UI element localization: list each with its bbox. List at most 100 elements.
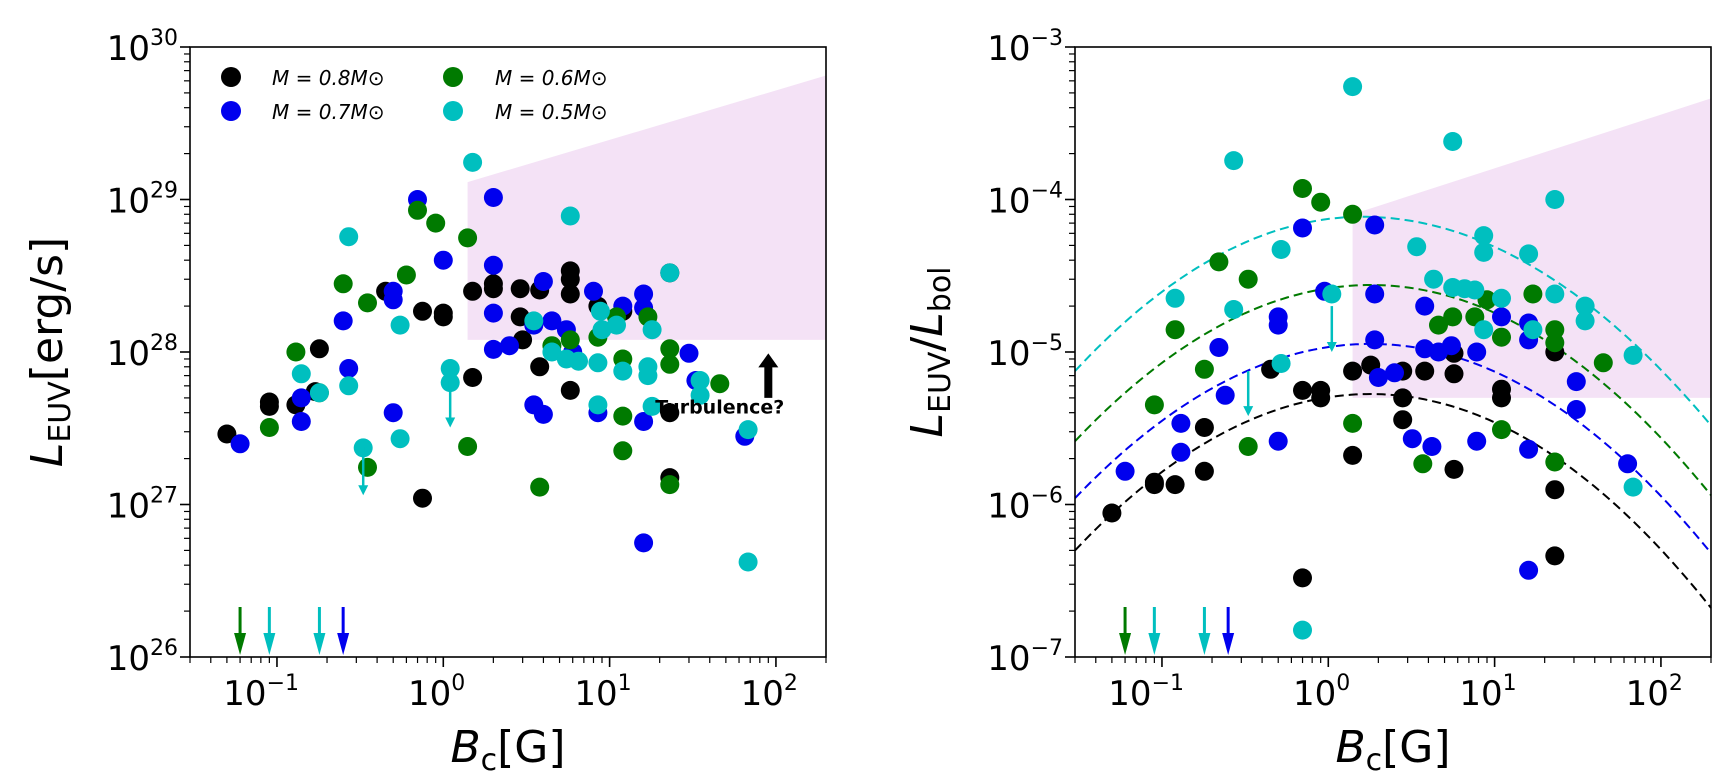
annotation-text: Turbulence? [655,396,784,418]
marker-m05 [1224,300,1244,319]
marker-m07 [634,284,654,304]
marker-m05 [339,376,359,396]
marker-m07 [1171,413,1191,433]
x-tick-label: 100 [408,671,465,714]
x-tick-label: 10−1 [1108,671,1184,714]
marker-m08 [1444,364,1464,384]
upper-limit-head [358,485,369,496]
marker-m07 [1293,218,1312,238]
y-tick-label: 10−4 [987,179,1063,222]
marker-m05 [588,353,608,373]
marker-m07 [1365,330,1385,350]
marker-m07 [339,359,359,378]
marker-m05 [440,359,460,378]
marker-m06 [408,200,427,220]
marker-m07 [1467,431,1487,451]
marker-m07 [1519,439,1539,459]
y-tick-label: 1029 [107,179,178,222]
marker-m07 [533,272,553,291]
marker-m05 [1623,477,1643,497]
marker-m05 [291,364,311,384]
marker-m05 [613,361,633,381]
legend-label: M = 0.6M⊙ [495,66,608,90]
marker-m08 [1393,388,1413,408]
marker-m06 [1492,420,1511,440]
x-tick-labels: 10−1 100 101 102 [223,671,798,714]
marker-m05 [1545,190,1565,209]
marker-m07 [679,343,699,363]
y-tick-label: 10−6 [987,484,1063,527]
marker-m06 [1593,353,1613,373]
y-tick-label: 10−7 [987,636,1063,679]
x-tick-label: 102 [741,671,798,714]
marker-m07 [1209,338,1229,357]
bottom-arrow-head [1198,633,1211,655]
marker-m07 [333,311,353,331]
marker-m06 [358,293,377,313]
marker-m08 [413,488,432,508]
axis-ticks [1065,46,1712,667]
legend: M = 0.8M⊙ M = 0.6M⊙ M = 0.7M⊙ M = 0.5M⊙ [221,66,608,124]
bottom-arrow-head [337,633,350,655]
marker-m05 [588,395,608,415]
marker-m08 [560,380,580,400]
x-tick-label: 10−1 [223,671,299,714]
marker-m06 [1194,359,1214,379]
marker-m05 [390,429,410,449]
marker-m07 [542,311,562,331]
marker-m08 [1415,361,1435,381]
marker-m08 [463,281,483,301]
marker-m06 [396,265,416,285]
marker-m05 [738,420,758,440]
x-axis-label: Bc[G] [450,722,565,774]
marker-m07 [483,303,503,323]
upper-limit-head [1326,342,1337,352]
marker-m06 [1238,269,1258,289]
data-markers [1102,77,1643,640]
marker-m07 [1385,363,1404,383]
marker-m07 [1215,385,1235,405]
marker-m07 [383,290,403,310]
upper-limit-head [445,417,456,428]
marker-m05 [1271,240,1291,259]
marker-m06 [1293,179,1312,198]
marker-m05 [1465,280,1485,300]
marker-m07 [483,255,503,275]
marker-m08 [259,392,279,412]
marker-m08 [1194,418,1214,437]
y-tick-label: 1030 [107,26,178,69]
marker-m06 [710,374,730,394]
bottom-arrow-head [1119,633,1132,655]
marker-m08 [1165,475,1185,495]
legend-marker [221,67,241,87]
bottom-arrow-head [263,633,276,655]
marker-m05 [1575,296,1595,316]
marker-m08 [1293,380,1312,400]
marker-m05 [463,152,483,172]
marker-m08 [217,424,237,444]
marker-m07 [383,403,403,423]
marker-m08 [510,279,530,299]
marker-m05 [339,227,359,247]
marker-m07 [1618,454,1638,474]
marker-m07 [1368,368,1388,387]
marker-m08 [1545,546,1565,566]
marker-m05 [560,206,580,226]
marker-m07 [1566,372,1586,392]
marker-m06 [1492,327,1511,347]
marker-m06 [530,477,550,497]
data-markers [217,152,758,572]
marker-m05 [1474,242,1494,262]
marker-m05 [642,320,662,340]
upper-limit-head [1243,406,1254,417]
marker-m05 [309,383,329,403]
marker-m05 [1545,284,1565,304]
marker-m08 [1393,410,1413,430]
marker-m06 [1429,315,1448,335]
marker-m06 [1343,413,1363,433]
fit-curve-m08 [1074,392,1712,609]
turbulence-annotation: Turbulence? [655,353,784,418]
legend-marker [221,101,241,121]
marker-m06 [660,475,680,495]
marker-m06 [660,354,680,374]
